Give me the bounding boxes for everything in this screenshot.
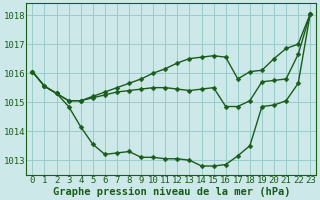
X-axis label: Graphe pression niveau de la mer (hPa): Graphe pression niveau de la mer (hPa)	[52, 186, 290, 197]
